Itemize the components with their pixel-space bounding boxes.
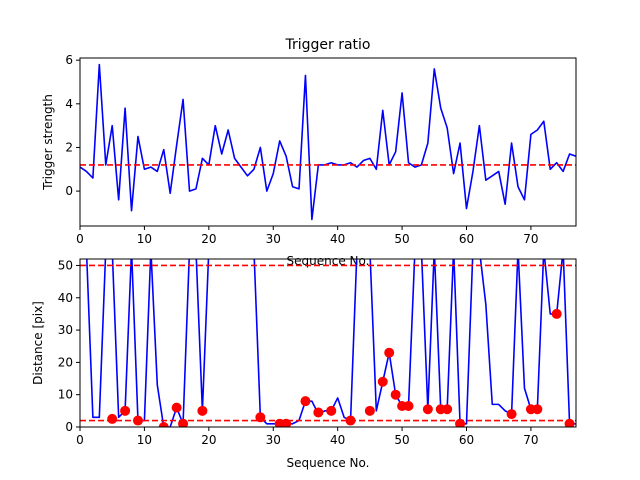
x-tick-label: 50 xyxy=(394,232,409,246)
y-tick-label: 40 xyxy=(58,291,73,305)
x-tick-label: 60 xyxy=(459,433,474,447)
trigger-ratio-panel: Trigger ratio 0 10 20 30 40 50 60 70 0 2 4 6 Sequen… xyxy=(41,37,577,268)
y-tick-label: 30 xyxy=(58,323,73,337)
x-tick-label: 40 xyxy=(330,433,345,447)
x-tick-label: 30 xyxy=(266,433,281,447)
data-point xyxy=(326,405,337,416)
data-point xyxy=(442,404,453,415)
data-point xyxy=(120,405,131,416)
y-axis-label: Trigger strength xyxy=(41,94,55,191)
data-point xyxy=(384,347,395,358)
y-tick-label: 4 xyxy=(65,97,73,111)
data-point xyxy=(551,308,562,319)
axes-frame xyxy=(79,57,577,227)
x-tick-label: 10 xyxy=(137,433,152,447)
data-point xyxy=(390,389,401,400)
axes-frame xyxy=(79,258,577,428)
y-axis-label: Distance [pix] xyxy=(31,301,45,385)
x-tick-label: 0 xyxy=(76,433,84,447)
data-point xyxy=(313,407,324,418)
x-axis-label: Sequence No. xyxy=(287,254,370,268)
axis-ticks: 0 10 20 30 40 50 60 70 0 10 20 30 40 50 xyxy=(58,258,539,447)
data-point xyxy=(403,401,414,411)
data-point xyxy=(132,415,143,426)
data-point xyxy=(300,396,311,407)
axis-ticks: 0 10 20 30 40 50 60 70 0 2 4 6 xyxy=(65,53,538,246)
x-tick-label: 20 xyxy=(201,433,216,447)
data-point xyxy=(455,418,466,427)
x-tick-label: 40 xyxy=(330,232,345,246)
data-point xyxy=(532,404,543,415)
x-tick-label: 70 xyxy=(523,232,538,246)
y-tick-label: 50 xyxy=(58,258,73,272)
data-point xyxy=(281,418,292,427)
plot-area xyxy=(80,63,576,221)
x-tick-label: 60 xyxy=(459,232,474,246)
data-point xyxy=(422,404,433,415)
data-point xyxy=(345,415,356,426)
data-point xyxy=(377,376,388,387)
data-point xyxy=(158,422,169,427)
data-point xyxy=(197,405,208,416)
data-point xyxy=(255,412,266,423)
x-tick-label: 0 xyxy=(76,232,84,246)
y-tick-label: 0 xyxy=(65,184,73,198)
y-tick-label: 20 xyxy=(58,355,73,369)
data-point xyxy=(171,402,182,413)
data-point xyxy=(564,418,575,427)
data-point xyxy=(506,409,517,420)
data-point xyxy=(364,405,375,416)
x-axis-label: Sequence No. xyxy=(287,456,370,470)
y-tick-label: 6 xyxy=(65,53,73,67)
x-tick-label: 70 xyxy=(523,433,538,447)
data-point xyxy=(107,413,118,424)
y-tick-label: 10 xyxy=(58,388,73,402)
x-tick-label: 30 xyxy=(266,232,281,246)
y-tick-label: 2 xyxy=(65,140,73,154)
chart-title: Trigger ratio xyxy=(284,37,370,53)
x-tick-label: 10 xyxy=(137,232,152,246)
y-tick-label: 0 xyxy=(65,420,73,434)
x-tick-label: 20 xyxy=(201,232,216,246)
x-tick-label: 50 xyxy=(394,433,409,447)
series-line xyxy=(80,63,576,221)
plot-area xyxy=(80,259,576,427)
data-point xyxy=(178,418,189,427)
